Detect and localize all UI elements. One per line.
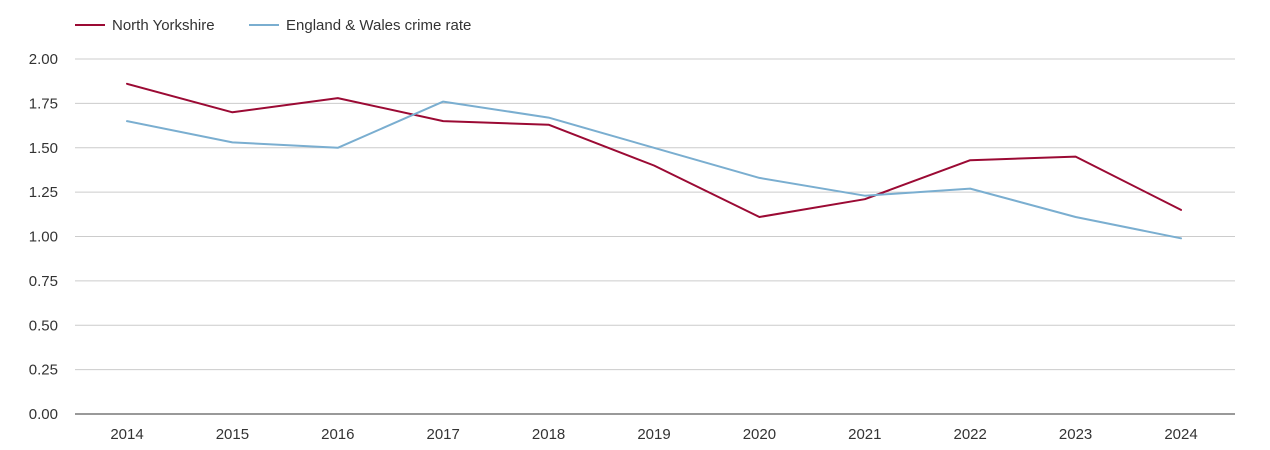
y-tick-label: 1.00 xyxy=(29,229,58,246)
x-tick-label: 2020 xyxy=(743,426,776,443)
x-tick-label: 2015 xyxy=(216,426,249,443)
series-line-north-yorkshire xyxy=(126,82,1182,218)
y-tick-label: 0.00 xyxy=(29,406,58,423)
y-tick-label: 1.25 xyxy=(29,184,58,201)
legend-label: England & Wales crime rate xyxy=(286,17,471,34)
y-tick-label: 1.75 xyxy=(29,95,58,112)
series-line-england-wales-crime-rate xyxy=(126,100,1182,240)
x-tick-label: 2014 xyxy=(110,426,143,443)
x-tick-label: 2022 xyxy=(954,426,987,443)
y-tick-label: 2.00 xyxy=(29,51,58,68)
legend: North Yorkshire England & Wales crime rat… xyxy=(75,17,471,34)
x-tick-label: 2024 xyxy=(1164,426,1197,443)
legend-item-1: England & Wales crime rate xyxy=(249,17,471,34)
legend-label: North Yorkshire xyxy=(112,17,215,34)
x-tick-label: 2023 xyxy=(1059,426,1092,443)
x-tick-label: 2021 xyxy=(848,426,881,443)
y-tick-label: 0.50 xyxy=(29,317,58,334)
y-axis: 0.00 0.25 0.50 0.75 1.00 1.25 1.50 1.75 2.00 xyxy=(29,51,58,423)
y-tick-label: 1.50 xyxy=(29,140,58,157)
x-axis: 2014 2015 2016 2017 2018 2019 2020 2021 2022 2023… xyxy=(75,413,1235,443)
grid-lines xyxy=(75,58,1235,371)
y-tick-label: 0.25 xyxy=(29,362,58,379)
x-tick-label: 2017 xyxy=(427,426,460,443)
x-tick-label: 2018 xyxy=(532,426,565,443)
legend-item-0: North Yorkshire xyxy=(75,17,215,34)
y-tick-label: 0.75 xyxy=(29,273,58,290)
series-group xyxy=(126,82,1182,240)
x-tick-label: 2016 xyxy=(321,426,354,443)
x-tick-label: 2019 xyxy=(637,426,670,443)
